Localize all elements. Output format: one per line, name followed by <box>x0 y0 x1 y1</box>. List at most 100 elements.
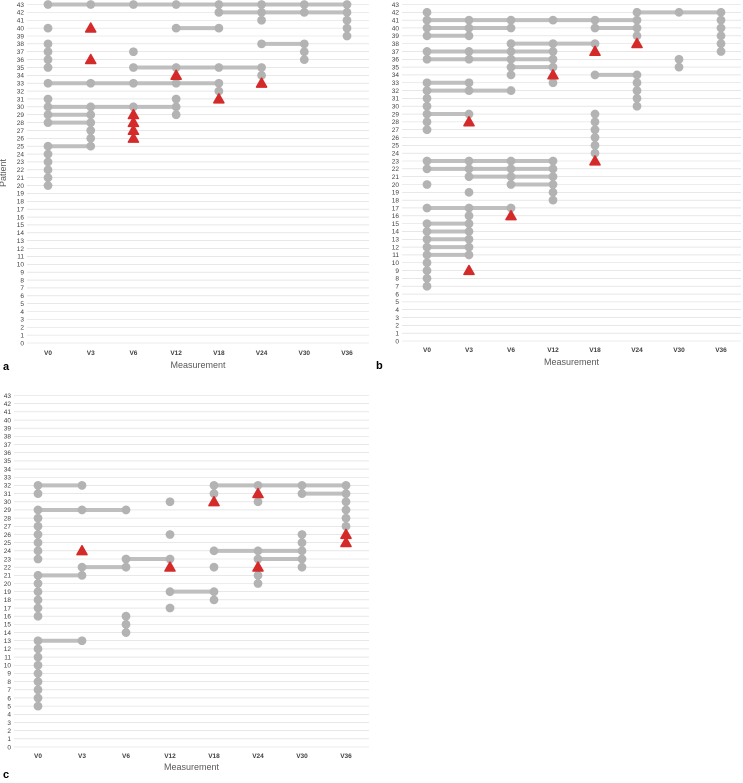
y-tick-label: 12 <box>4 646 12 653</box>
y-tick-label: 26 <box>4 532 12 539</box>
y-tick-label: 24 <box>17 151 25 158</box>
measurement-point <box>422 101 432 111</box>
measurement-point <box>33 505 43 515</box>
measurement-point <box>342 7 352 17</box>
measurement-point <box>506 47 516 56</box>
measurement-point <box>33 521 43 531</box>
y-tick-label: 8 <box>7 679 11 686</box>
measurement-point <box>506 203 516 213</box>
y-tick-label: 6 <box>395 291 399 298</box>
measurement-point <box>121 628 131 637</box>
measurement-point <box>253 579 263 588</box>
y-tick-label: 5 <box>20 301 24 308</box>
measurement-point <box>43 63 53 72</box>
measurement-point <box>590 70 600 80</box>
measurement-point <box>632 70 642 80</box>
measurement-point <box>674 7 684 17</box>
measurement-point <box>257 0 266 9</box>
measurement-point <box>86 102 96 112</box>
measurement-point <box>299 0 309 9</box>
event-marker <box>252 487 264 499</box>
measurement-point <box>299 47 309 57</box>
y-tick-label: 35 <box>392 64 400 71</box>
measurement-point <box>33 513 43 523</box>
measurement-point <box>297 546 307 556</box>
measurement-point <box>464 250 474 260</box>
measurement-point <box>548 15 558 25</box>
x-tick-label: V36 <box>340 753 352 760</box>
y-tick-label: 14 <box>17 230 25 237</box>
event-marker <box>84 53 97 65</box>
y-tick-label: 19 <box>4 589 12 596</box>
y-tick-label: 27 <box>4 524 12 531</box>
measurement-point <box>165 497 175 507</box>
measurement-point <box>506 62 516 72</box>
measurement-point <box>548 39 558 49</box>
x-tick-label: V24 <box>252 753 264 760</box>
x-tick-label: V6 <box>507 347 515 354</box>
y-tick-label: 4 <box>7 712 11 719</box>
y-tick-label: 37 <box>392 49 400 56</box>
measurement-point <box>464 86 474 95</box>
y-tick-label: 9 <box>20 269 24 276</box>
event-marker <box>170 69 182 80</box>
measurement-point <box>253 546 263 556</box>
measurement-point <box>33 554 43 564</box>
y-tick-label: 25 <box>392 143 400 150</box>
y-tick-label: 30 <box>17 104 25 111</box>
measurement-point <box>297 481 307 490</box>
x-axis-title: Measurement <box>544 357 600 367</box>
measurement-point <box>77 636 87 646</box>
measurement-point <box>86 141 96 151</box>
measurement-point <box>464 47 474 56</box>
measurement-point <box>43 141 53 151</box>
y-tick-label: 36 <box>4 450 12 457</box>
x-tick-label: V12 <box>164 753 176 760</box>
event-marker <box>84 22 97 33</box>
event-marker <box>252 561 264 572</box>
measurement-point <box>33 685 43 695</box>
measurement-point <box>165 603 175 613</box>
measurement-point <box>341 505 351 515</box>
measurement-point <box>422 219 432 229</box>
measurement-point <box>43 181 53 190</box>
y-tick-label: 9 <box>7 671 11 678</box>
y-tick-label: 43 <box>4 393 12 400</box>
y-tick-label: 25 <box>4 540 12 547</box>
measurement-point <box>342 23 352 33</box>
measurement-point <box>464 172 474 182</box>
measurement-point <box>506 39 516 49</box>
measurement-point <box>716 39 726 49</box>
y-tick-label: 29 <box>17 112 25 119</box>
x-tick-label: V36 <box>715 347 727 354</box>
y-tick-label: 32 <box>392 88 400 95</box>
measurement-point <box>209 595 219 605</box>
y-tick-label: 12 <box>17 246 25 253</box>
measurement-point <box>590 125 600 135</box>
y-tick-label: 14 <box>392 229 400 236</box>
measurement-point <box>165 554 175 564</box>
y-tick-label: 31 <box>4 491 12 498</box>
measurement-point <box>632 86 642 95</box>
measurement-point <box>548 47 558 56</box>
y-tick-label: 10 <box>4 663 12 670</box>
x-tick-label: V6 <box>122 753 130 760</box>
x-tick-label: V0 <box>34 753 42 760</box>
y-tick-label: 34 <box>4 466 12 473</box>
measurement-point <box>43 39 53 49</box>
measurement-point <box>674 54 684 64</box>
measurement-point <box>506 70 516 80</box>
measurement-point <box>86 133 96 143</box>
x-axis-title: Measurement <box>170 360 226 370</box>
measurement-point <box>299 39 309 49</box>
measurement-point <box>165 530 175 539</box>
measurement-point <box>422 47 432 56</box>
panel-label: a <box>3 361 10 373</box>
measurement-point <box>77 562 87 572</box>
measurement-point <box>716 47 726 56</box>
measurement-point <box>632 23 642 33</box>
y-tick-label: 7 <box>395 284 399 291</box>
measurement-point <box>253 497 263 507</box>
measurement-point <box>590 15 600 25</box>
measurement-point <box>716 31 726 41</box>
